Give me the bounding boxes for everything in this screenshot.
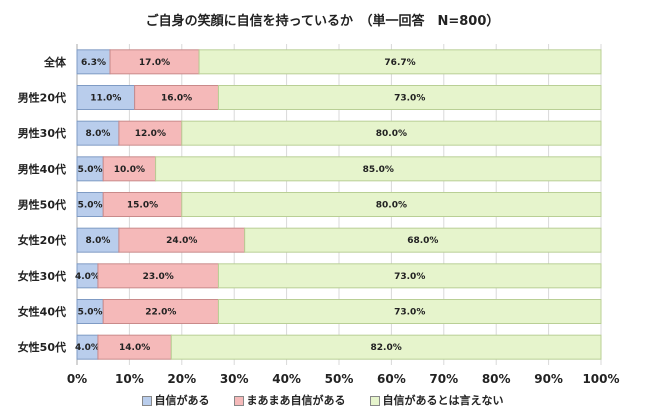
data-label: 80.0% [376,201,407,211]
x-tick-label: 30% [220,372,249,386]
category-label: 女性30代 [18,269,66,283]
x-tick-label: 80% [482,372,511,386]
data-label: 23.0% [143,272,174,282]
x-tick-label: 60% [377,372,406,386]
bar-segment [102,299,219,324]
category-label: 女性50代 [18,340,66,354]
bar-segment [134,85,219,110]
bar-segment [217,85,602,110]
data-label: 73.0% [394,94,425,104]
legend: 自信がある まあまあ自信がある 自信があるとは言えない [0,392,645,408]
data-label: 16.0% [161,94,192,104]
data-label: 15.0% [127,201,158,211]
bar-segment [76,227,120,253]
bar-segment [170,334,602,360]
data-label: 10.0% [114,165,145,175]
x-tick-label: 20% [167,372,196,386]
legend-item: 自信があるとは言えない [369,392,504,408]
data-label: 5.0% [78,308,103,318]
category-label: 男性30代 [18,126,66,140]
data-label: 11.0% [90,94,121,104]
legend-item: まあまあ自信がある [233,392,346,408]
x-tick-label: 100% [582,372,619,386]
data-label: 6.3% [81,58,106,68]
bar-segment [118,227,246,253]
legend-swatch [233,396,244,406]
data-label: 68.0% [407,236,438,246]
bar-segment [76,299,104,324]
data-label: 12.0% [135,129,166,139]
x-tick-label: 0% [67,372,87,386]
data-label: 14.0% [119,343,150,353]
data-label: 82.0% [371,343,402,353]
bar-segment [102,156,157,182]
legend-swatch [141,396,152,406]
data-label: 5.0% [78,165,103,175]
x-tick-label: 10% [115,372,144,386]
x-tick-label: 40% [272,372,301,386]
legend-label: まあまあ自信がある [246,394,346,407]
bar-segment [181,120,602,146]
category-label: 全体 [43,55,67,69]
data-label: 85.0% [363,165,394,175]
legend-label: 自信があるとは言えない [382,394,504,407]
data-label: 73.0% [394,308,425,318]
data-label: 4.0% [75,272,100,282]
legend-item: 自信がある [141,392,210,408]
x-tick-label: 50% [325,372,354,386]
category-label: 男性40代 [18,162,66,176]
data-label: 76.7% [384,58,415,68]
data-label: 80.0% [376,129,407,139]
bar-segment [76,192,104,217]
bar-segment [76,120,120,146]
category-label: 男性50代 [18,198,66,212]
bar-segment [102,192,183,217]
data-label: 8.0% [85,236,110,246]
x-tick-label: 70% [429,372,458,386]
bar-segment [181,192,602,217]
data-label: 24.0% [166,236,197,246]
data-label: 22.0% [145,308,176,318]
data-label: 73.0% [394,272,425,282]
bar-segment [97,334,172,360]
bar-segment [155,156,602,182]
bar-segment [217,263,602,289]
bar-segment [198,49,602,75]
data-label: 8.0% [85,129,110,139]
bar-segment [217,299,602,324]
chart-title: ご自身の笑顔に自信を持っているか （単一回答 N=800） [145,14,500,29]
data-label: 17.0% [139,58,170,68]
bar-segment [76,49,111,75]
category-label: 男性20代 [18,91,66,105]
bar-segment [244,227,602,253]
category-label: 女性40代 [18,305,66,319]
legend-label: 自信がある [154,394,210,407]
legend-swatch [369,396,380,406]
category-label: 女性20代 [18,233,66,247]
data-label: 5.0% [78,201,103,211]
x-tick-label: 90% [534,372,563,386]
data-label: 4.0% [75,343,100,353]
